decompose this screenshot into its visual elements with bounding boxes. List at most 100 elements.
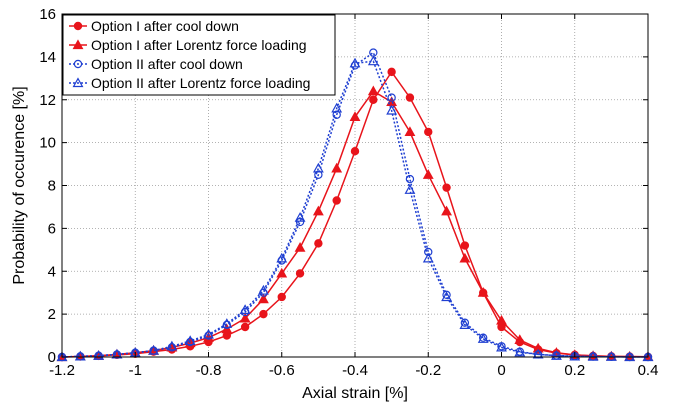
x-tick-label: 0 bbox=[497, 362, 505, 379]
data-point bbox=[424, 247, 433, 257]
data-point bbox=[294, 242, 306, 252]
x-tick-label: -0.4 bbox=[342, 362, 368, 379]
data-point bbox=[276, 267, 288, 278]
y-tick-label: 6 bbox=[48, 220, 56, 237]
data-point bbox=[295, 269, 305, 278]
x-tick-label: -1 bbox=[129, 362, 142, 379]
data-point bbox=[422, 169, 434, 179]
y-tick-label: 16 bbox=[39, 6, 56, 23]
data-point bbox=[496, 314, 507, 325]
x-tick-label: 0.2 bbox=[564, 362, 585, 379]
y-tick-label: 0 bbox=[48, 349, 56, 366]
data-point bbox=[259, 309, 268, 319]
data-point bbox=[93, 350, 105, 360]
data-point bbox=[239, 312, 251, 323]
series-4 bbox=[56, 55, 654, 362]
data-point bbox=[532, 342, 544, 353]
data-point bbox=[369, 95, 378, 104]
data-point bbox=[460, 318, 470, 327]
data-point bbox=[404, 184, 416, 194]
legend-box bbox=[62, 14, 336, 96]
data-point bbox=[532, 348, 544, 359]
x-tick-label: -0.8 bbox=[196, 362, 222, 379]
y-tick-label: 4 bbox=[48, 263, 56, 280]
data-point bbox=[459, 252, 471, 263]
data-point bbox=[442, 183, 451, 192]
y-tick-label: 2 bbox=[48, 306, 56, 323]
legend-label: Option I after Lorentz force loading bbox=[91, 37, 307, 53]
data-point bbox=[459, 319, 471, 329]
data-point bbox=[276, 252, 288, 263]
data-point bbox=[367, 85, 379, 96]
data-point bbox=[258, 293, 269, 304]
data-point bbox=[294, 212, 306, 222]
data-point bbox=[496, 341, 507, 352]
y-axis-label: Probability of occurence [%] bbox=[11, 86, 28, 284]
x-tick-label: -0.2 bbox=[415, 362, 441, 379]
data-point bbox=[367, 55, 379, 66]
data-point bbox=[349, 111, 361, 122]
y-tick-label: 10 bbox=[39, 135, 56, 152]
data-point bbox=[349, 57, 361, 68]
data-point bbox=[460, 241, 470, 250]
legend-label: Option I after cool down bbox=[91, 18, 239, 34]
data-point bbox=[312, 162, 324, 173]
data-point bbox=[404, 126, 416, 137]
data-point bbox=[386, 104, 398, 115]
y-tick-label: 12 bbox=[39, 92, 56, 109]
data-point bbox=[331, 102, 343, 113]
data-point bbox=[441, 291, 452, 302]
legend-marker bbox=[72, 77, 84, 88]
x-axis-label: Axial strain [%] bbox=[302, 385, 408, 402]
data-point bbox=[277, 292, 286, 302]
data-point bbox=[203, 332, 214, 342]
data-point bbox=[405, 93, 415, 102]
data-point bbox=[239, 304, 251, 314]
data-point bbox=[350, 146, 360, 156]
data-point bbox=[184, 335, 196, 346]
data-point bbox=[422, 252, 434, 263]
data-point bbox=[477, 333, 489, 343]
data-point bbox=[551, 350, 562, 360]
data-point bbox=[331, 162, 343, 173]
data-point bbox=[166, 340, 178, 351]
data-point bbox=[442, 290, 451, 300]
data-point bbox=[74, 350, 86, 361]
data-point bbox=[221, 318, 233, 328]
data-point bbox=[387, 67, 396, 77]
legend-marker bbox=[73, 59, 83, 69]
data-point bbox=[332, 196, 341, 205]
data-point bbox=[312, 205, 324, 216]
data-point bbox=[258, 284, 269, 295]
data-point bbox=[332, 110, 341, 119]
legend-label: Option II after cool down bbox=[91, 56, 243, 72]
data-point bbox=[477, 287, 489, 297]
data-point bbox=[148, 344, 159, 355]
data-point bbox=[203, 328, 214, 339]
legend-label: Option II after Lorentz force loading bbox=[91, 75, 310, 91]
legend: Option I after cool down Option I after L… bbox=[62, 14, 336, 96]
data-point bbox=[111, 348, 123, 359]
data-point bbox=[605, 351, 617, 361]
data-point bbox=[587, 350, 599, 361]
y-tick-label: 8 bbox=[48, 178, 56, 195]
data-point bbox=[569, 350, 581, 361]
x-tick-label: 0.4 bbox=[638, 362, 659, 379]
x-tick-label: -0.6 bbox=[269, 362, 295, 379]
data-point bbox=[514, 334, 526, 344]
legend-marker bbox=[72, 39, 84, 50]
data-point bbox=[240, 322, 250, 332]
data-point bbox=[424, 127, 433, 137]
series-line bbox=[61, 60, 648, 358]
legend-marker bbox=[73, 21, 83, 31]
x-tick-label: -1.2 bbox=[49, 362, 75, 379]
data-point bbox=[387, 93, 396, 102]
data-point bbox=[314, 170, 323, 179]
data-point bbox=[514, 346, 526, 357]
axis-ticks: -1.2 -1 -0.8 -0.6 -0.4 -0.2 0 0.2 0.4 0 2 4 6 8 10 12 14… bbox=[39, 6, 658, 379]
data-point bbox=[405, 174, 415, 184]
y-tick-label: 14 bbox=[39, 49, 56, 66]
data-point bbox=[314, 239, 323, 248]
data-point bbox=[441, 205, 452, 216]
